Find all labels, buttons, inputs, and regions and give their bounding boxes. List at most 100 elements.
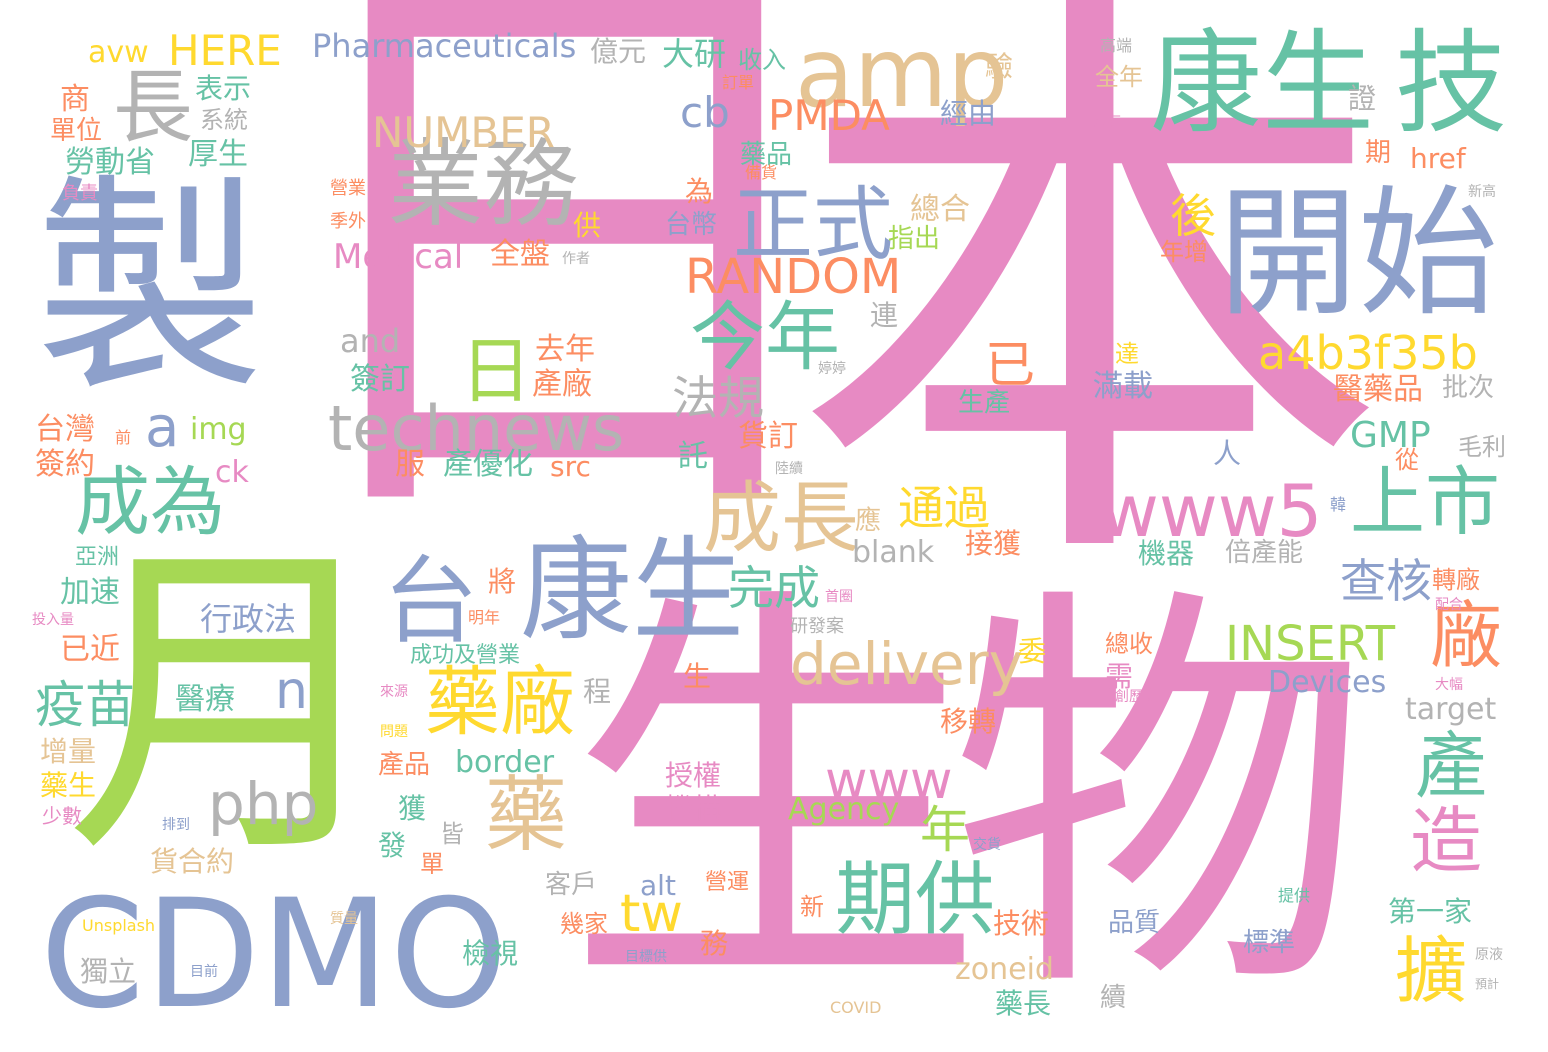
word: 續 — [1100, 983, 1127, 1013]
word: 應 — [855, 506, 882, 536]
word: 接獲 — [965, 527, 1022, 560]
word: 總收 — [1105, 630, 1153, 658]
word: zoneid — [955, 952, 1054, 987]
word: 交貨 — [973, 837, 1001, 853]
word: 問題 — [380, 724, 408, 740]
word: 倍產能 — [1225, 538, 1304, 568]
word: 亞洲 — [75, 545, 120, 570]
word: 今年 — [690, 293, 841, 381]
word: 增量 — [40, 735, 97, 768]
word: 驗 — [985, 50, 1014, 83]
word: 商 — [60, 82, 90, 117]
word: GMP — [1350, 415, 1431, 456]
word: Unsplash — [82, 916, 156, 935]
word: 明年 — [468, 608, 501, 627]
word: 品質 — [1108, 908, 1161, 938]
word: 原液 — [1475, 947, 1503, 963]
word: 廠 — [1430, 594, 1503, 678]
word: 營業 — [330, 178, 366, 199]
word: 毛利 — [1458, 433, 1506, 461]
word: border — [455, 745, 555, 780]
word: www — [825, 751, 953, 811]
word: 客戶 — [545, 870, 598, 900]
word: 獲 — [398, 792, 427, 825]
word: 大幅 — [1435, 677, 1463, 693]
word: 疫苗 — [35, 676, 135, 734]
word: 生 — [683, 660, 712, 693]
word: 期 — [1365, 138, 1392, 168]
word: 長 — [113, 61, 193, 154]
word: 皆 — [440, 820, 464, 848]
word: 服 — [395, 447, 425, 482]
word: Medical — [333, 237, 464, 277]
word: 法規 — [672, 371, 764, 425]
word: Pharmaceuticals — [312, 27, 577, 65]
word: 高端 — [1100, 36, 1133, 55]
word: PMDA — [768, 91, 890, 140]
word: 將 — [488, 565, 517, 598]
word: 產品 — [378, 750, 431, 780]
word: 去年 — [535, 332, 595, 367]
word: 產 — [1415, 724, 1488, 808]
word: 批次 — [1442, 373, 1495, 403]
word: 總合 — [910, 192, 970, 227]
word: 前 — [115, 428, 132, 447]
word: 少數 — [42, 804, 82, 828]
word: php — [208, 770, 319, 838]
word: 康生 — [1150, 19, 1374, 149]
word: 備貨 — [745, 163, 778, 182]
word: 日 — [460, 329, 533, 413]
word: 排到 — [162, 817, 190, 833]
word: 醫療 — [175, 682, 235, 717]
word: 授權 — [665, 759, 722, 792]
word: 完成 — [728, 561, 820, 615]
word: 機構 — [665, 792, 722, 825]
word: alt — [640, 869, 676, 902]
word: href — [1410, 142, 1466, 175]
word: 年增 — [1160, 238, 1208, 266]
word: 正式 — [733, 178, 893, 271]
word: 台 — [383, 547, 479, 657]
word: 幾家 — [560, 910, 608, 938]
word: 移轉 — [940, 705, 997, 738]
word: 檢視 — [462, 937, 519, 970]
word: 訂單 — [722, 73, 755, 92]
word: 簽訂 — [350, 362, 410, 397]
word: www5 — [1100, 469, 1323, 553]
word: 收入 — [738, 46, 786, 74]
word: 新高 — [1468, 184, 1496, 200]
word: 期供 — [835, 853, 995, 946]
word: 單 — [420, 850, 444, 878]
word: 行政法 — [200, 600, 297, 638]
word: 已近 — [60, 632, 120, 667]
word: 系統 — [200, 106, 248, 134]
word: 醫藥品 — [1333, 372, 1423, 407]
word: 月 — [65, 513, 395, 897]
word: 新 — [800, 893, 824, 921]
word: 連 — [870, 299, 899, 332]
word: 目標供 — [625, 949, 667, 965]
word: 委 — [1018, 635, 1047, 668]
word: Devices — [1268, 665, 1387, 700]
word: 後 — [1170, 189, 1216, 243]
word: CDMO — [40, 868, 508, 1042]
word: 全盤 — [490, 237, 550, 272]
word: 查核 — [1340, 554, 1432, 608]
word: 日 — [262, 0, 862, 597]
word: 從 — [1395, 446, 1419, 474]
word: 達 — [1115, 340, 1139, 368]
word: 程 — [583, 675, 612, 708]
word: 第一家 — [1388, 895, 1473, 928]
word: 藥 — [485, 768, 568, 863]
word: 成功及營業 — [410, 643, 521, 668]
word: 擴 — [1395, 929, 1468, 1013]
word: 藥廠 — [425, 658, 576, 746]
word: 業務 — [388, 130, 579, 240]
word: 質量 — [330, 911, 358, 927]
word: 藥生 — [40, 769, 97, 802]
word: 年 — [920, 801, 970, 859]
word: 滿載 — [1093, 369, 1153, 404]
word: avw — [88, 35, 149, 70]
word: 人 — [1213, 437, 1242, 470]
